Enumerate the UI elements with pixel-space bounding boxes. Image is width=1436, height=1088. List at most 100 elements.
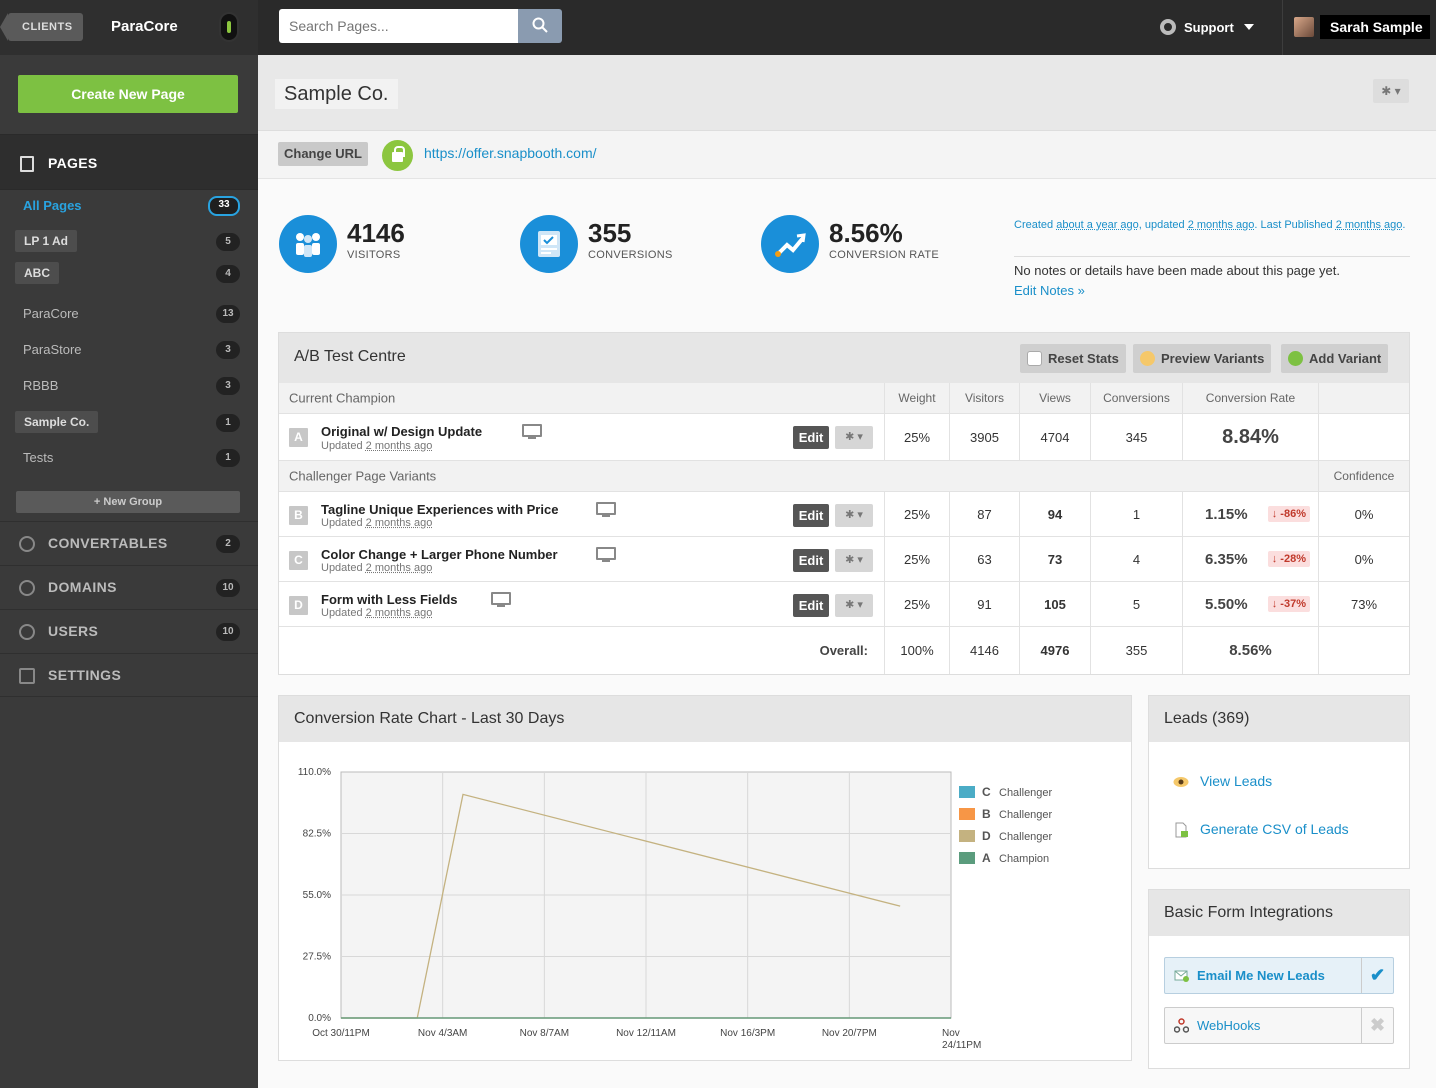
confidence-cell: [1318, 414, 1409, 460]
change-url-button[interactable]: Change URL: [278, 142, 368, 166]
nav-convertables[interactable]: CONVERTABLES 2: [0, 521, 258, 565]
divider: [1014, 256, 1410, 257]
edit-button[interactable]: Edit: [793, 426, 829, 449]
generate-csv-link[interactable]: Generate CSV of Leads: [1200, 821, 1349, 837]
email-icon: [1174, 970, 1189, 982]
meta-text: .: [1402, 219, 1406, 231]
chart-title: Conversion Rate Chart - Last 30 Days: [294, 710, 565, 727]
leads-header: Leads (369): [1149, 696, 1409, 742]
table-header-row: Current Champion Weight Visitors Views C…: [279, 383, 1409, 414]
reset-stats-icon: [1027, 351, 1042, 366]
support-menu[interactable]: Support: [1160, 19, 1254, 35]
reset-stats-button[interactable]: Reset Stats: [1020, 344, 1126, 373]
legend-swatch: [959, 852, 975, 864]
views-cell: 105: [1019, 582, 1090, 626]
page-settings-button[interactable]: ✱ ▾: [1373, 79, 1409, 103]
count-badge: 5: [216, 233, 240, 251]
view-leads-link[interactable]: View Leads: [1200, 773, 1273, 789]
pages-icon: [20, 156, 34, 172]
variant-letter: A: [289, 428, 308, 447]
button-label: Preview Variants: [1161, 351, 1265, 366]
visitors-cell: 87: [949, 492, 1019, 536]
nav-label: USERS: [48, 623, 99, 639]
sidebar-item-rbbb[interactable]: RBBB 3: [0, 368, 258, 404]
desktop-icon: [596, 502, 616, 517]
views-cell: 94: [1019, 492, 1090, 536]
integration-label: Email Me New Leads: [1197, 968, 1325, 983]
webhooks-toggle[interactable]: WebHooks ✖: [1164, 1007, 1394, 1044]
sidebar-item-parastore[interactable]: ParaStore 3: [0, 332, 258, 368]
sliders-icon: [19, 668, 35, 684]
conversion-rate-cell: 8.84%: [1182, 414, 1318, 460]
sidebar-item-label: ParaCore: [23, 306, 79, 321]
edit-button[interactable]: Edit: [793, 549, 829, 572]
sidebar-item-abc[interactable]: ABC 4: [0, 256, 258, 292]
variant-settings-button[interactable]: ✱ ▾: [835, 549, 873, 572]
preview-variants-button[interactable]: Preview Variants: [1133, 344, 1272, 373]
x-tick-label: Nov 4/3AM: [418, 1028, 467, 1039]
variant-name[interactable]: Tagline Unique Experiences with Price: [321, 502, 559, 517]
sidebar-item-label: ParaStore: [23, 342, 82, 357]
variant-name[interactable]: Color Change + Larger Phone Number: [321, 547, 558, 562]
gear-icon: ✱ ▾: [1381, 84, 1401, 98]
column-header: Conversion Rate: [1182, 383, 1318, 413]
top-bar-brand-area: CLIENTS ParaCore: [0, 0, 258, 55]
count-badge: 1: [216, 449, 240, 467]
edit-button[interactable]: Edit: [793, 594, 829, 617]
sidebar-item-all-pages[interactable]: All Pages 33: [0, 188, 258, 224]
sidebar-item-label: All Pages: [23, 198, 82, 213]
create-new-page-button[interactable]: Create New Page: [18, 75, 238, 113]
panel-title: Basic Form Integrations: [1164, 904, 1333, 921]
conversions-cell: 5: [1090, 582, 1182, 626]
y-tick-label: 55.0%: [303, 890, 331, 901]
conversion-rate-cell: 1.15% ↓ -86%: [1182, 492, 1318, 536]
globe-icon: [19, 580, 35, 596]
variant-updated: Updated 2 months ago: [321, 517, 432, 529]
new-group-button[interactable]: + New Group: [16, 491, 240, 513]
stat-label: CONVERSIONS: [588, 249, 673, 261]
column-header: Weight: [884, 383, 949, 413]
edit-button[interactable]: Edit: [793, 504, 829, 527]
sidebar-section-pages[interactable]: PAGES: [0, 134, 258, 190]
variant-settings-button[interactable]: ✱ ▾: [835, 426, 873, 449]
count-badge: 2: [216, 535, 240, 553]
client-name: ParaCore: [111, 18, 178, 35]
search-input[interactable]: [279, 9, 518, 43]
rate-value: 6.35%: [1205, 550, 1248, 568]
visitors-cell: 91: [949, 582, 1019, 626]
pages-label: PAGES: [48, 155, 98, 171]
url-row: Change URL https://offer.snapbooth.com/: [258, 131, 1436, 179]
legend-letter: B: [982, 807, 991, 821]
clients-button[interactable]: CLIENTS: [0, 13, 83, 41]
legend-swatch: [959, 808, 975, 820]
email-me-new-leads-toggle[interactable]: Email Me New Leads ✔: [1164, 957, 1394, 994]
sidebar-item-lp-1-ad[interactable]: LP 1 Ad 5: [0, 224, 258, 260]
variant-settings-button[interactable]: ✱ ▾: [835, 504, 873, 527]
gear-icon: ✱ ▾: [845, 599, 863, 611]
sidebar-item-tests[interactable]: Tests 1: [0, 440, 258, 476]
panel-title: Leads (369): [1164, 710, 1250, 727]
page-url-link[interactable]: https://offer.snapbooth.com/: [424, 145, 597, 161]
ab-test-header: A/B Test Centre Reset Stats Preview Vari…: [279, 333, 1409, 383]
edit-notes-link[interactable]: Edit Notes »: [1014, 283, 1085, 298]
add-variant-button[interactable]: Add Variant: [1281, 344, 1389, 373]
count-badge: 4: [216, 265, 240, 283]
sidebar-item-paracore[interactable]: ParaCore 13: [0, 296, 258, 332]
nav-users[interactable]: USERS 10: [0, 609, 258, 653]
rate-change-badge: ↓ -86%: [1267, 506, 1310, 522]
nav-settings[interactable]: SETTINGS: [0, 653, 258, 697]
rate-change-badge: ↓ -28%: [1267, 551, 1310, 567]
sidebar-item-sample-co[interactable]: Sample Co. 1: [0, 405, 258, 441]
nav-domains[interactable]: DOMAINS 10: [0, 565, 258, 609]
conversions-cell: 4: [1090, 537, 1182, 581]
search-button[interactable]: [518, 9, 562, 43]
leads-panel: Leads (369) View Leads Generate CSV of L…: [1148, 695, 1410, 869]
variant-name[interactable]: Original w/ Design Update: [321, 424, 483, 439]
variant-settings-button[interactable]: ✱ ▾: [835, 594, 873, 617]
page-title[interactable]: Sample Co.: [275, 79, 398, 109]
confidence-cell: 0%: [1318, 492, 1409, 536]
views-cell: 4976: [1019, 627, 1090, 674]
sidebar-item-label: LP 1 Ad: [15, 230, 78, 252]
legend-swatch: [959, 786, 975, 798]
variant-name[interactable]: Form with Less Fields: [321, 592, 458, 607]
